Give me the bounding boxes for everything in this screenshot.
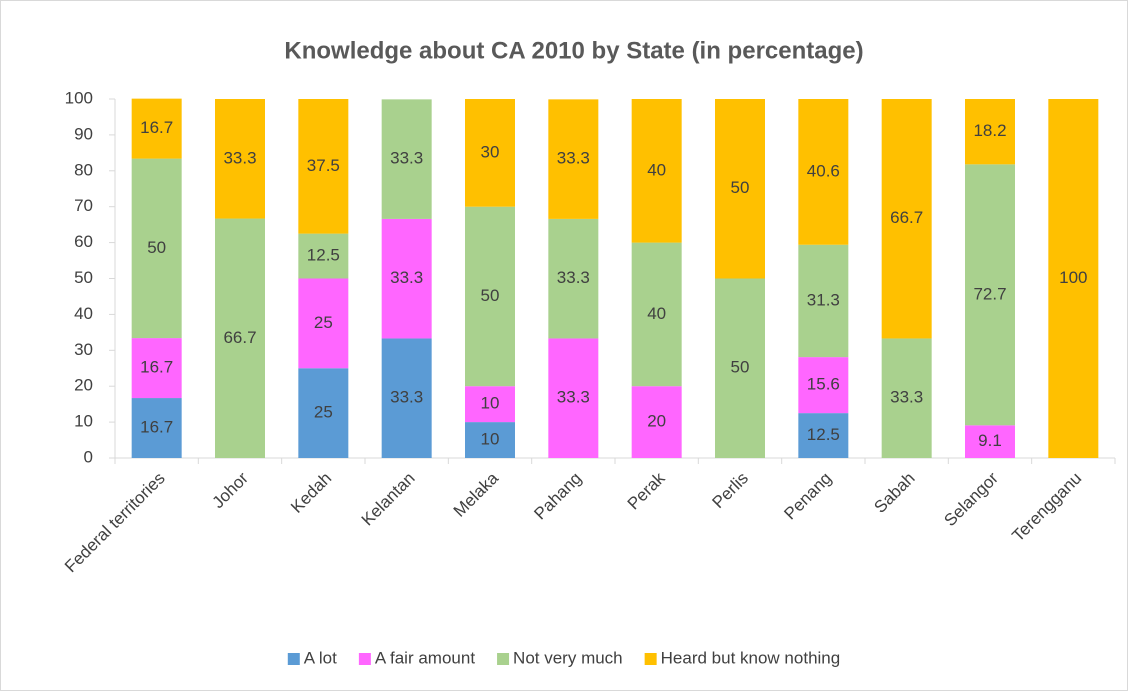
data-label: 33.3 (223, 148, 256, 167)
bar-segment (465, 206, 515, 387)
data-label: 16.7 (140, 418, 173, 437)
data-label: 33.3 (390, 149, 423, 168)
data-label: 33.3 (557, 149, 590, 168)
legend-swatch (358, 653, 371, 665)
bar-segment (965, 164, 1015, 426)
data-label: 12.5 (807, 425, 840, 444)
data-label: 16.7 (140, 358, 173, 377)
data-label: 16.7 (140, 118, 173, 137)
y-tick-label: 40 (74, 304, 93, 323)
bar-segment (465, 99, 515, 207)
legend-label: A lot (304, 648, 337, 667)
bar-segment (881, 99, 932, 339)
data-label: 30 (481, 142, 500, 161)
bar-segment (465, 386, 515, 423)
bar-segment (131, 158, 182, 339)
legend-label: A fair amount (375, 648, 475, 667)
data-label: 18.2 (973, 121, 1006, 140)
data-label: 40.6 (807, 161, 840, 180)
bar-segment (381, 218, 432, 339)
bar-segment (881, 338, 932, 458)
bar-segment (381, 338, 432, 458)
bar-segment (548, 338, 599, 458)
bar-segment (131, 398, 182, 458)
data-label: 100 (1059, 268, 1087, 287)
y-tick-label: 0 (84, 447, 93, 466)
bar-segment (381, 99, 432, 219)
y-tick-label: 80 (74, 160, 93, 179)
bar-segment (215, 218, 265, 458)
bar-segment (631, 99, 682, 243)
bar-segment (131, 98, 182, 159)
data-label: 33.3 (557, 268, 590, 287)
data-label: 33.3 (557, 388, 590, 407)
y-tick-label: 50 (74, 268, 93, 287)
bar-segment (298, 233, 349, 279)
data-label: 40 (647, 304, 666, 323)
y-tick-label: 10 (74, 412, 93, 431)
data-label: 72.7 (973, 284, 1006, 303)
data-label: 50 (481, 286, 500, 305)
data-label: 66.7 (223, 328, 256, 347)
legend-swatch (644, 653, 657, 665)
y-tick-label: 100 (65, 88, 93, 107)
data-label: 66.7 (890, 208, 923, 227)
data-label: 50 (147, 238, 166, 257)
bar-segment (1048, 99, 1099, 458)
data-label: 25 (314, 403, 333, 422)
data-label: 31.3 (807, 290, 840, 309)
chart-title: Knowledge about CA 2010 by State (in per… (284, 37, 863, 64)
bar-segment (965, 99, 1015, 165)
data-label: 33.3 (890, 388, 923, 407)
bar-segment (131, 338, 182, 399)
data-label: 12.5 (307, 246, 340, 265)
bar-segment (798, 357, 849, 414)
bar-segment (965, 425, 1015, 458)
data-label: 15.6 (807, 375, 840, 394)
bar-segment (798, 413, 849, 458)
y-tick-label: 70 (74, 196, 93, 215)
data-label: 33.3 (390, 388, 423, 407)
y-tick-label: 30 (74, 340, 93, 359)
data-label: 9.1 (978, 431, 1002, 450)
legend-label: Heard but know nothing (661, 648, 841, 667)
data-label: 33.3 (390, 268, 423, 287)
bar-segment (298, 368, 349, 458)
bar-segment (548, 99, 599, 219)
bar-segment (798, 244, 849, 358)
legend-swatch (497, 653, 510, 665)
data-label: 40 (647, 160, 666, 179)
y-tick-label: 20 (74, 376, 93, 395)
bar-segment (715, 278, 765, 458)
bar-segment (548, 218, 599, 339)
data-label: 50 (731, 178, 750, 197)
bar-segment (631, 386, 682, 458)
legend-swatch (287, 653, 300, 665)
bar-segment (631, 242, 682, 387)
data-label: 37.5 (307, 156, 340, 175)
data-label: 20 (647, 412, 666, 431)
bar-segment (715, 99, 765, 279)
bar-segment (298, 99, 349, 234)
legend-label: Not very much (513, 648, 623, 667)
data-label: 25 (314, 313, 333, 332)
bar-segment (798, 99, 849, 245)
data-label: 10 (481, 430, 500, 449)
y-tick-label: 90 (74, 124, 93, 143)
bar-segment (465, 422, 515, 458)
y-tick-label: 60 (74, 232, 93, 251)
data-label: 10 (481, 394, 500, 413)
bar-segment (298, 278, 349, 369)
data-label: 50 (731, 358, 750, 377)
bar-segment (215, 99, 265, 219)
